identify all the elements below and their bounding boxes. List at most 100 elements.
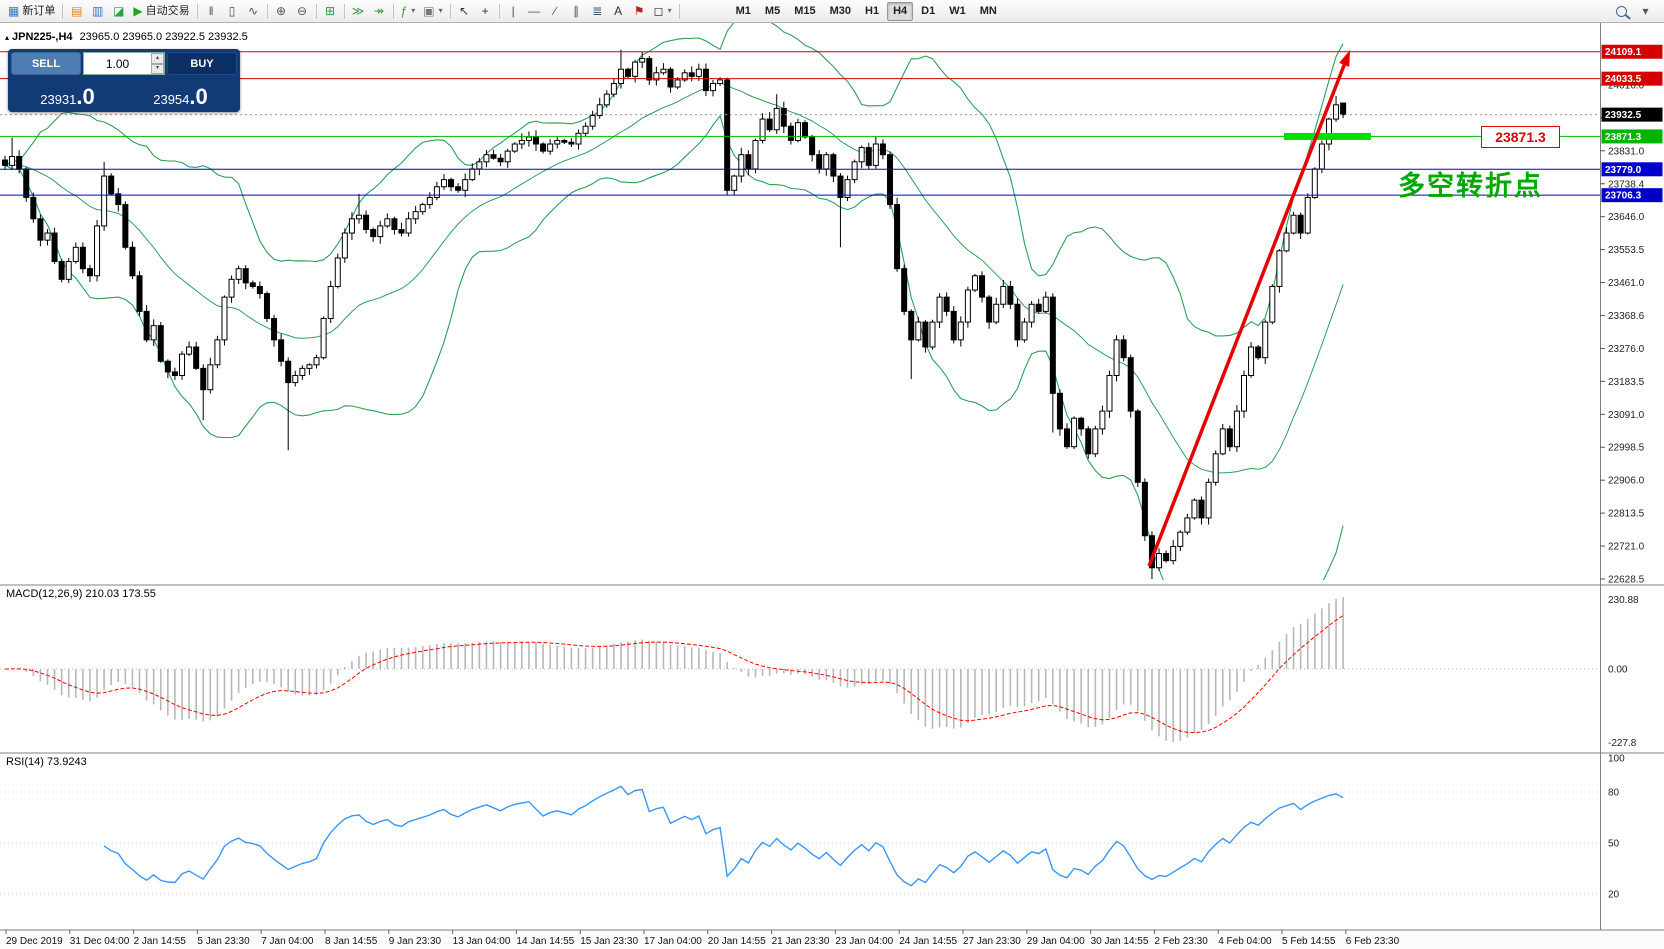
cursor-icon: ↖ — [459, 4, 470, 18]
timeframe-h4-button[interactable]: H4 — [887, 1, 914, 21]
trendline-button[interactable]: ∕ — [546, 2, 565, 21]
chart-shift-button[interactable]: ↠ — [370, 2, 389, 21]
vertical-line-button[interactable]: | — [504, 2, 523, 21]
macd-indicator-label: MACD(12,26,9) 210.03 173.55 — [6, 588, 156, 600]
chart-canvas[interactable]: 24016.023923.523831.023738.423646.023553… — [0, 23, 1664, 949]
svg-text:21 Jan 23:30: 21 Jan 23:30 — [772, 936, 830, 947]
candlestick-chart-button[interactable]: ▯ — [223, 2, 242, 21]
timeframe-mn-button-label: MN — [979, 4, 997, 17]
svg-text:50: 50 — [1608, 839, 1620, 850]
price-callout-label: 23871.3 — [1481, 126, 1560, 148]
text-button[interactable]: A — [609, 2, 628, 21]
new-order-icon: ▦ — [8, 4, 20, 18]
buy-price-base: 23954 — [153, 91, 190, 107]
auto-scroll-button[interactable]: ≫ — [349, 2, 368, 21]
macd-panel[interactable] — [0, 597, 1600, 742]
profiles-button[interactable]: ▥ — [88, 2, 107, 21]
text-icon: A — [614, 4, 623, 18]
svg-text:14 Jan 14:55: 14 Jan 14:55 — [516, 936, 574, 947]
new-order-button[interactable]: ▦ 新订单 — [5, 2, 58, 21]
fibonacci-button[interactable]: ≣ — [588, 2, 607, 21]
timeframe-m5-button[interactable]: M5 — [759, 2, 786, 21]
crosshair-button[interactable]: + — [476, 2, 495, 21]
timeframe-mn-button[interactable]: MN — [974, 2, 1003, 21]
svg-text:2 Feb 23:30: 2 Feb 23:30 — [1154, 936, 1208, 947]
autotrading-button[interactable]: ▶ 自动交易 — [130, 2, 192, 21]
shapes-icon: ◻ — [653, 4, 664, 18]
rsi-name: RSI(14) — [6, 756, 44, 768]
vertical-line-icon: | — [511, 4, 515, 18]
auto-scroll-icon: ≫ — [351, 4, 365, 18]
svg-text:23553.5: 23553.5 — [1608, 245, 1645, 256]
symbol-info-toggle-icon[interactable]: ▴ — [5, 33, 10, 42]
shapes-button[interactable]: ◻ ▾ — [651, 2, 675, 21]
toolbar-separator — [266, 3, 268, 19]
buy-price-pips: .0 — [189, 84, 208, 110]
svg-text:23932.5: 23932.5 — [1605, 110, 1642, 121]
search-icon — [1616, 5, 1627, 17]
line-chart-button[interactable]: ∿ — [244, 2, 263, 21]
timeframe-h1-button[interactable]: H1 — [859, 2, 885, 21]
svg-text:100: 100 — [1608, 754, 1625, 765]
timeframe-m30-button[interactable]: M30 — [824, 2, 857, 21]
new-order-button-label: 新订单 — [22, 4, 56, 17]
toolbar-separator — [678, 3, 680, 19]
annotation-text: 多空转折点 — [1398, 171, 1543, 201]
tile-windows-button[interactable]: ⊞ — [321, 2, 340, 21]
svg-text:23183.5: 23183.5 — [1608, 377, 1645, 388]
toolbar-separator — [343, 3, 345, 19]
toolbar-separator — [392, 3, 394, 19]
timeframe-m1-button[interactable]: M1 — [730, 2, 757, 21]
templates-button[interactable]: ▣ ▾ — [420, 2, 445, 21]
volume-up-button[interactable]: ▴ — [151, 53, 164, 64]
svg-text:8 Jan 14:55: 8 Jan 14:55 — [325, 936, 378, 947]
svg-text:23646.0: 23646.0 — [1608, 212, 1645, 223]
fibonacci-icon: ≣ — [592, 4, 603, 18]
volume-input[interactable]: 1.00 — [105, 56, 130, 71]
candlestick-chart-icon: ▯ — [228, 4, 236, 18]
tile-windows-icon: ⊞ — [325, 4, 336, 18]
label-button[interactable]: ⚑ — [630, 2, 649, 21]
cursor-button[interactable]: ↖ — [455, 2, 474, 21]
terminal-button[interactable]: ◪ — [109, 2, 128, 21]
svg-text:31 Dec 04:00: 31 Dec 04:00 — [70, 936, 130, 947]
autotrading-button-label: 自动交易 — [145, 4, 190, 17]
rsi-indicator-label: RSI(14) 73.9243 — [6, 756, 87, 768]
profiles-icon: ▥ — [92, 4, 104, 18]
timeframe-w1-button[interactable]: W1 — [943, 2, 972, 21]
indicators-button[interactable]: ƒ ▾ — [398, 2, 419, 21]
charts-button[interactable]: ▤ — [67, 2, 86, 21]
macd-signal-value: 173.55 — [122, 588, 156, 600]
svg-text:23 Jan 04:00: 23 Jan 04:00 — [835, 936, 893, 947]
price-axis[interactable]: 24016.023923.523831.023738.423646.023553… — [0, 23, 1664, 949]
time-axis[interactable]: 29 Dec 2019 31 Dec 04:00 2 Jan 14:55 5 Jan … — [0, 930, 1664, 949]
dropdown-arrow-icon: ▾ — [411, 6, 416, 15]
sell-price: 23931.0 — [11, 75, 124, 109]
timeframe-d1-button[interactable]: D1 — [915, 2, 941, 21]
svg-text:24033.5: 24033.5 — [1605, 74, 1642, 85]
autotrading-icon: ▶ — [133, 4, 143, 18]
svg-text:13 Jan 04:00: 13 Jan 04:00 — [453, 936, 511, 947]
rsi-panel[interactable] — [0, 785, 1600, 895]
zoom-out-button[interactable]: ⊖ — [293, 2, 312, 21]
channel-button[interactable]: ∥ — [567, 2, 586, 21]
sell-price-base: 23931 — [40, 91, 77, 107]
search-button[interactable] — [1612, 2, 1631, 21]
volume-down-button[interactable]: ▾ — [151, 63, 164, 74]
toolbars-menu-button[interactable]: ▾ — [1636, 2, 1655, 21]
annotations — [1147, 50, 1371, 567]
zoom-in-button[interactable]: ⊕ — [272, 2, 291, 21]
chart-window[interactable]: 24016.023923.523831.023738.423646.023553… — [0, 23, 1664, 949]
sell-button[interactable]: SELL — [11, 52, 81, 75]
bars-chart-button[interactable]: ‖ — [202, 2, 221, 21]
svg-text:24016.0: 24016.0 — [1608, 80, 1645, 91]
timeframe-w1-button-label: W1 — [949, 4, 966, 17]
horizontal-line-button[interactable]: — — [525, 2, 544, 21]
buy-button[interactable]: BUY — [167, 52, 237, 75]
timeframe-m15-button[interactable]: M15 — [788, 2, 821, 21]
toolbar-separator — [498, 3, 500, 19]
main-chart-panel[interactable] — [0, 23, 1600, 643]
label-icon: ⚑ — [633, 4, 645, 18]
timeframe-d1-button-label: D1 — [921, 4, 936, 17]
